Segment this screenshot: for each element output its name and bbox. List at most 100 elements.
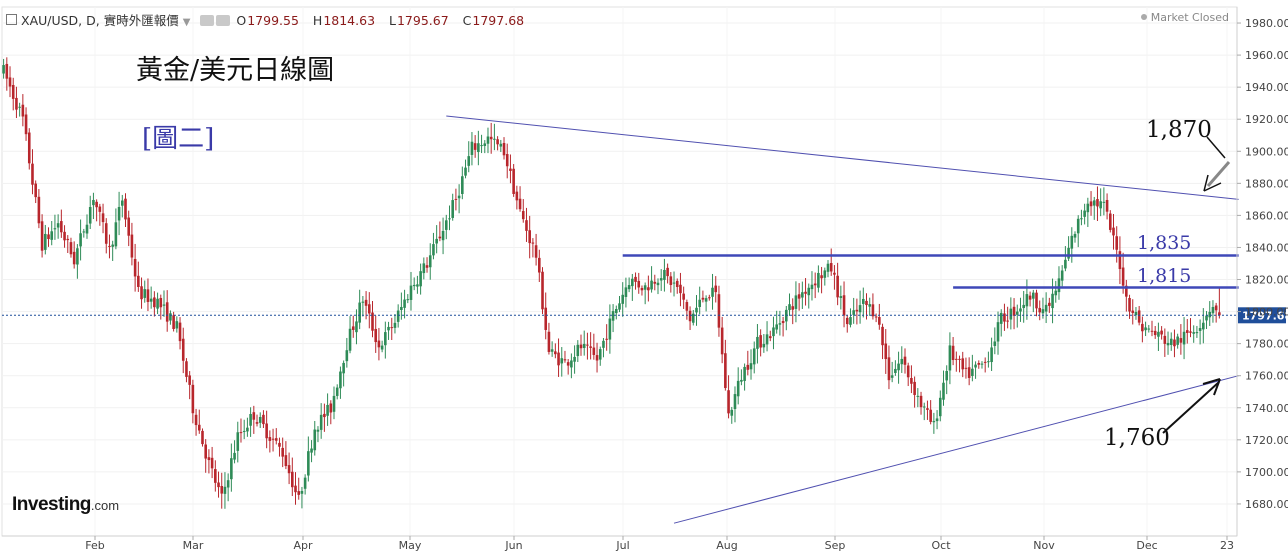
candle-body (1173, 339, 1176, 347)
candle-body (419, 271, 422, 287)
candle-body (1032, 292, 1035, 299)
y-tick-label: 1940.00 (1245, 81, 1288, 94)
candle-body (534, 245, 538, 258)
chart-title: 黃金/美元日線圖 (136, 55, 335, 86)
candle-body (791, 306, 795, 310)
candle-body (871, 304, 875, 317)
candle-body (374, 328, 378, 343)
candle-body (656, 282, 660, 286)
candle-body (1157, 331, 1160, 337)
figure-label: [圖二] (142, 124, 215, 154)
candle-body (1012, 306, 1016, 316)
candle-body (18, 106, 21, 108)
arrow-low-head (1202, 378, 1221, 396)
candle-body (60, 221, 63, 233)
level-label-1835: 1,835 (1137, 232, 1192, 254)
candle-body (554, 351, 557, 355)
candle-body (146, 289, 150, 302)
candle-body (894, 368, 897, 373)
candle-body (855, 309, 859, 312)
candle-body (262, 414, 265, 425)
candle-body (156, 298, 159, 309)
candle-body (746, 364, 750, 370)
chart-grid (1, 6, 1238, 537)
candle-body (403, 299, 406, 308)
candle-body (1022, 304, 1025, 309)
low-value: 1795.67 (396, 13, 449, 28)
candle-body (117, 206, 121, 221)
candle-body (1150, 330, 1154, 332)
y-tick-label: 1920.00 (1245, 113, 1288, 126)
candle-body (999, 312, 1003, 324)
candle-body (1169, 338, 1173, 345)
candle-body (781, 321, 785, 324)
candle-body (316, 429, 320, 432)
candle-body (499, 143, 503, 147)
candle-body (393, 322, 397, 328)
candle-body (1131, 310, 1135, 313)
candle-body (252, 412, 256, 420)
x-tick-label: Jul (615, 539, 629, 552)
candle-body (223, 486, 227, 494)
candle-body (197, 424, 201, 431)
candle-body (454, 198, 458, 200)
candle-body (1073, 233, 1077, 238)
candle-body (98, 206, 102, 212)
candle-body (284, 455, 288, 467)
candle-body (1096, 199, 1099, 207)
candle-body (772, 327, 775, 337)
candle-body (544, 307, 548, 330)
candle-body (759, 335, 762, 348)
candle-body (582, 343, 586, 348)
collapse-box-icon[interactable] (6, 14, 17, 25)
candle-body (557, 352, 560, 366)
settings-icon[interactable] (216, 15, 231, 26)
candle-body (371, 312, 374, 331)
candle-body (1105, 199, 1109, 212)
candle-body (287, 465, 291, 474)
candle-body (919, 395, 923, 408)
candle-body (804, 291, 807, 294)
candle-body (900, 358, 904, 365)
candle-body (188, 375, 191, 385)
candle-body (230, 458, 233, 480)
chevron-down-icon[interactable]: ▼ (182, 17, 191, 28)
candle-body (339, 371, 342, 389)
candle-body (624, 287, 628, 297)
camera-icon[interactable] (200, 15, 215, 26)
candle-body (127, 217, 131, 236)
x-tick-label: Mar (183, 539, 204, 552)
candle-body (191, 384, 195, 414)
candle-body (1218, 312, 1221, 316)
investing-logo[interactable]: Investing.com (12, 494, 119, 516)
y-tick-label: 1760.00 (1245, 370, 1288, 383)
candle-body (172, 315, 175, 329)
candle-body (1192, 332, 1195, 334)
candle-body (688, 310, 692, 322)
candle-body (1028, 295, 1032, 300)
candle-body (627, 285, 631, 290)
candle-body (1202, 322, 1205, 330)
y-tick-label: 1840.00 (1245, 241, 1288, 254)
status-dot-icon (1140, 14, 1147, 20)
high-label: H (312, 13, 323, 28)
market-status: Market Closed (1140, 11, 1229, 24)
candle-body (1092, 200, 1096, 206)
candle-body (464, 167, 467, 176)
candle-body (858, 305, 862, 313)
y-tick-label: 1860.00 (1245, 209, 1288, 222)
candle-body (1057, 278, 1061, 293)
y-tick-label: 1880.00 (1245, 177, 1288, 190)
candle-body (1112, 227, 1115, 236)
candle-body (47, 234, 50, 240)
candle-body (538, 257, 541, 273)
candle-body (810, 284, 814, 290)
candle-body (258, 416, 262, 423)
x-tick-label: 23 (1220, 539, 1234, 552)
candle-body (351, 326, 355, 330)
candle-body (114, 222, 118, 247)
candle-body (451, 200, 454, 218)
candle-body (640, 287, 644, 291)
candle-body (326, 404, 329, 416)
candle-body (412, 284, 416, 287)
